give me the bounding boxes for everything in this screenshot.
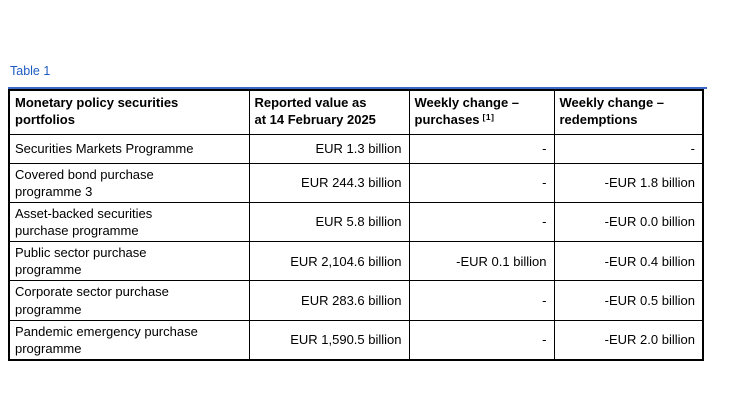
portfolio-name-cell: Pandemic emergency purchase programme — [8, 319, 250, 361]
redemptions-change-cell: -EUR 1.8 billion — [553, 162, 704, 203]
blue-top-rule — [8, 87, 707, 89]
table-row-pepp: Pandemic emergency purchase programme EU… — [8, 319, 704, 361]
portfolio-name-cell: Corporate sector purchase programme — [8, 280, 250, 321]
header-label: Monetary policy securities portfolios — [15, 95, 179, 128]
redemptions-change-cell: - — [553, 133, 704, 164]
reported-value-cell: EUR 244.3 billion — [248, 162, 410, 203]
purchases-change-cell: - — [408, 319, 555, 361]
redemptions-change-cell: -EUR 0.5 billion — [553, 280, 704, 321]
table-row-pspp: Public sector purchase programme EUR 2,1… — [8, 241, 704, 282]
table-row-cspp: Corporate sector purchase programme EUR … — [8, 280, 704, 321]
header-cell-portfolios: Monetary policy securities portfolios — [8, 89, 250, 135]
purchases-change-cell: - — [408, 162, 555, 203]
reported-value-cell: EUR 2,104.6 billion — [248, 241, 410, 282]
portfolio-name-cell: Securities Markets Programme — [8, 133, 250, 164]
purchases-change-cell: - — [408, 201, 555, 243]
redemptions-change-cell: -EUR 2.0 billion — [553, 319, 704, 361]
table-row-abspp: Asset-backed securities purchase program… — [8, 201, 704, 243]
header-label: Weekly change – purchases — [414, 95, 520, 128]
reported-value-cell: EUR 5.8 billion — [248, 201, 410, 243]
table-caption: Table 1 — [10, 64, 51, 78]
header-label: Weekly change – redemptions — [559, 95, 665, 128]
redemptions-change-cell: -EUR 0.0 billion — [553, 201, 704, 243]
redemptions-change-cell: -EUR 0.4 billion — [553, 241, 704, 282]
purchases-change-cell: - — [408, 133, 555, 164]
purchases-change-cell: - — [408, 280, 555, 321]
monetary-policy-table: Monetary policy securities portfolios Re… — [8, 89, 704, 362]
header-cell-weekly-redemptions: Weekly change – redemptions — [553, 89, 704, 135]
portfolio-name-cell: Public sector purchase programme — [8, 241, 250, 282]
header-label: Reported value as at 14 February 2025 — [254, 95, 376, 128]
purchases-change-cell: -EUR 0.1 billion — [408, 241, 555, 282]
reported-value-cell: EUR 1.3 billion — [248, 133, 410, 164]
header-cell-reported-value: Reported value as at 14 February 2025 — [248, 89, 410, 135]
footnote-marker: [1] — [482, 112, 495, 123]
header-row: Monetary policy securities portfolios Re… — [8, 89, 704, 135]
table-row-cbpp3: Covered bond purchase programme 3 EUR 24… — [8, 162, 704, 203]
header-cell-weekly-purchases: Weekly change – purchases [1] — [408, 89, 555, 135]
reported-value-cell: EUR 1,590.5 billion — [248, 319, 410, 361]
portfolio-name-cell: Asset-backed securities purchase program… — [8, 201, 250, 243]
table-row-smp: Securities Markets Programme EUR 1.3 bil… — [8, 133, 704, 164]
portfolio-name-cell: Covered bond purchase programme 3 — [8, 162, 250, 203]
reported-value-cell: EUR 283.6 billion — [248, 280, 410, 321]
